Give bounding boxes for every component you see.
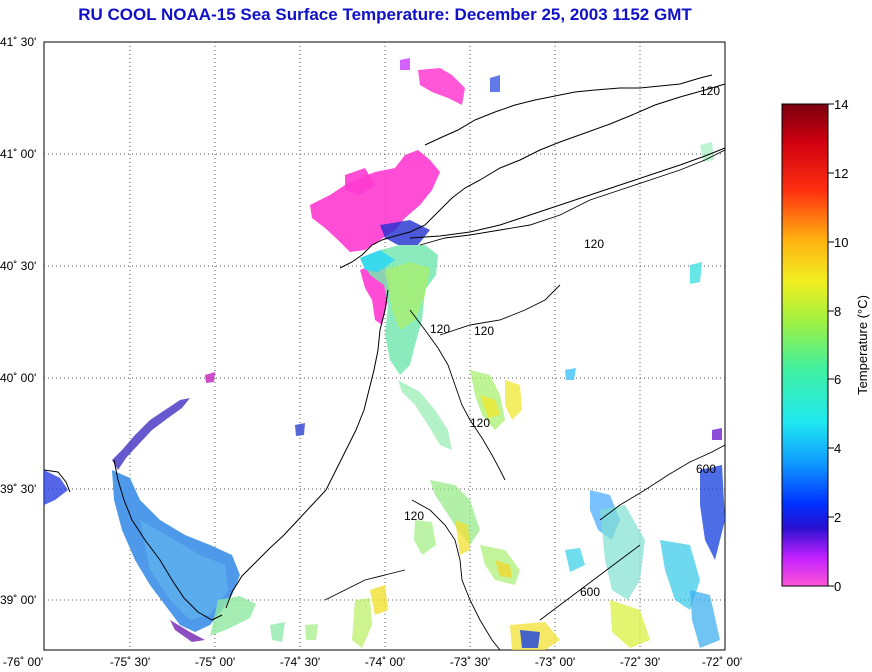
lon-label: -74˚ 30' xyxy=(280,655,320,669)
isobaths xyxy=(324,149,726,651)
isobath-label: 120 xyxy=(584,237,604,251)
isobath-labels: 120 120 120 120 120 120 600 600 xyxy=(404,84,720,599)
colorbar-tick-label: 10 xyxy=(834,235,848,250)
colorbar-tick-label: 0 xyxy=(834,579,841,594)
lat-label: 41˚ 00' xyxy=(0,147,36,161)
isobath-label: 120 xyxy=(470,416,490,430)
offshore-sst xyxy=(205,58,725,650)
isobath-label: 120 xyxy=(474,324,494,338)
isobath-label: 120 xyxy=(700,84,720,98)
colorbar-scale xyxy=(781,103,829,587)
lon-label: -72˚ 00' xyxy=(702,655,742,669)
lon-label: -75˚ 30' xyxy=(110,655,150,669)
coastal-plume-sst xyxy=(360,245,452,450)
colorbar-ticks xyxy=(828,103,834,587)
colorbar-tick-label: 6 xyxy=(834,372,841,387)
isobath-label: 120 xyxy=(430,322,450,336)
colorbar-tick-label: 12 xyxy=(834,166,848,181)
lon-label: -76˚ 00' xyxy=(3,655,43,669)
lat-label: 41˚ 30' xyxy=(0,35,36,49)
lon-label: -75˚ 00' xyxy=(195,655,235,669)
harbor-sst xyxy=(310,68,465,325)
isobath-label: 600 xyxy=(696,462,716,476)
lon-label: -73˚ 30' xyxy=(450,655,490,669)
colorbar-title: Temperature (°C) xyxy=(855,295,870,395)
lat-label: 40˚ 30' xyxy=(0,259,36,273)
coastline xyxy=(43,74,726,621)
longitude-labels: -76˚ 00' -75˚ 30' -75˚ 00' -74˚ 30' -74˚… xyxy=(3,655,742,669)
lon-label: -74˚ 00' xyxy=(365,655,405,669)
colorbar: 0 2 4 6 8 10 12 14 Temperature (°C) xyxy=(781,97,870,594)
isobath-label: 600 xyxy=(580,585,600,599)
lon-label: -73˚ 00' xyxy=(535,655,575,669)
lat-label: 39˚ 00' xyxy=(0,593,36,607)
colorbar-tick-label: 4 xyxy=(834,441,841,456)
colorbar-tick-label: 8 xyxy=(834,304,841,319)
lon-label: -72˚ 30' xyxy=(620,655,660,669)
latitude-labels: 41˚ 30' 41˚ 00' 40˚ 30' 40˚ 00' 39˚ 30' … xyxy=(0,35,36,607)
colorbar-tick-label: 14 xyxy=(834,97,848,112)
colorbar-tick-label: 2 xyxy=(834,510,841,525)
lat-label: 39˚ 30' xyxy=(0,482,36,496)
map-title: RU COOL NOAA-15 Sea Surface Temperature:… xyxy=(78,5,692,24)
lat-label: 40˚ 00' xyxy=(0,371,36,385)
isobath-label: 120 xyxy=(404,509,424,523)
delaware-bay-sst xyxy=(44,398,256,642)
